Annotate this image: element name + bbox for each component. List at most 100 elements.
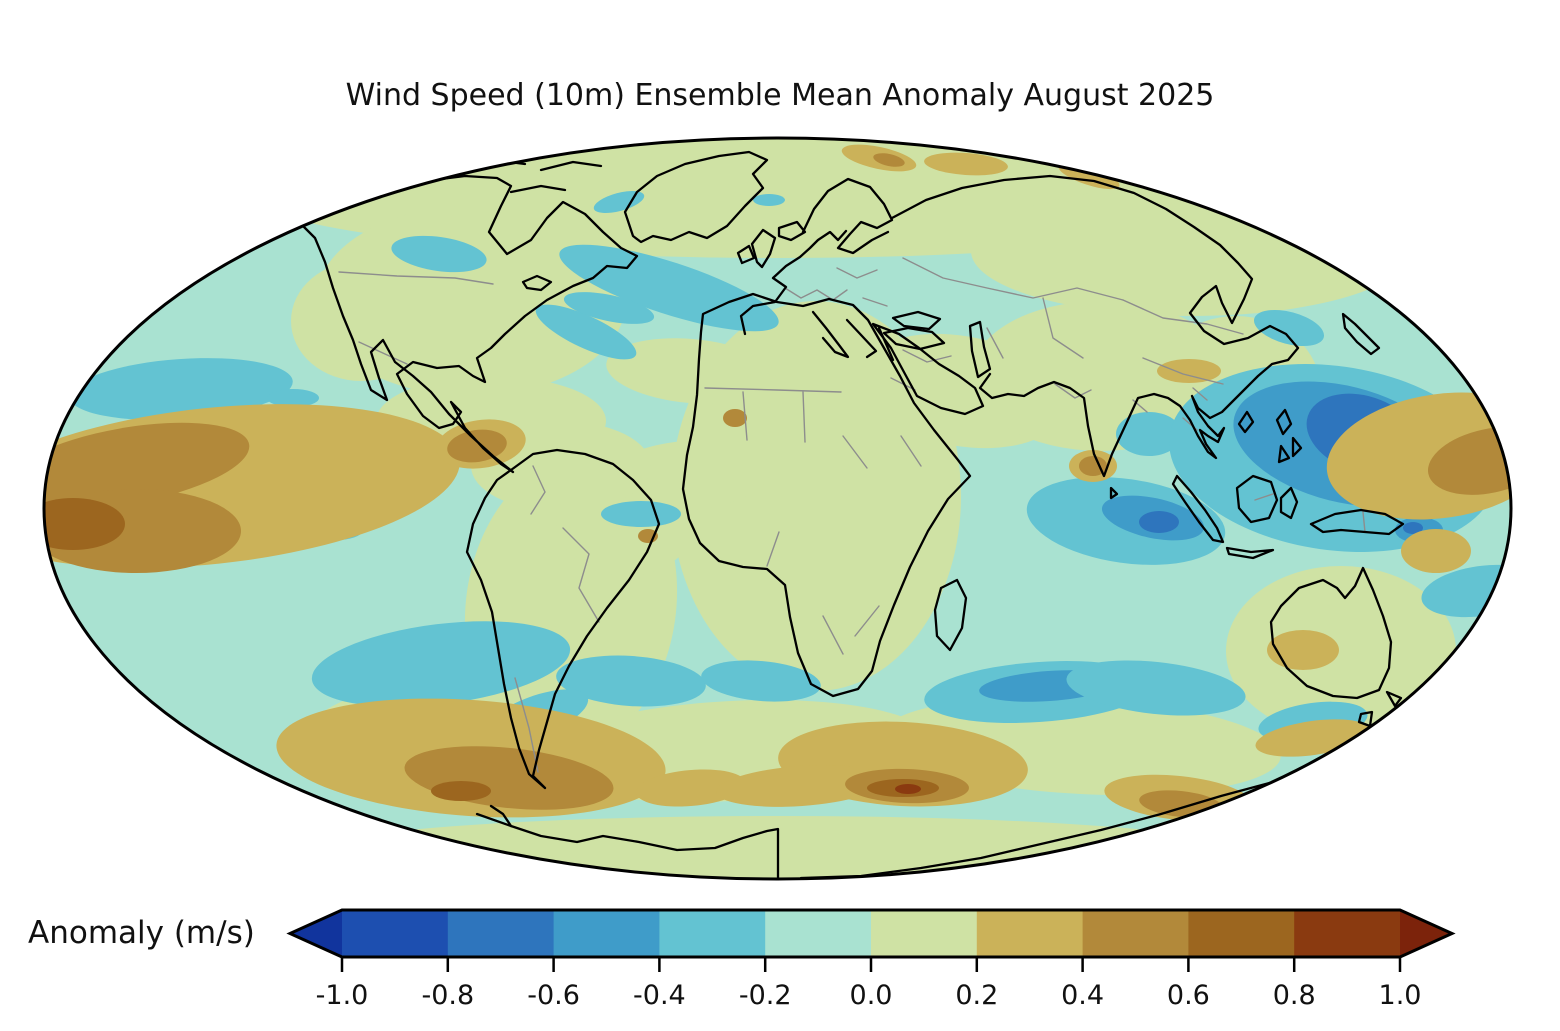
coastline-greenland	[623, 150, 769, 244]
colorbar-segment--0.2-to-0	[765, 910, 872, 957]
coastline-iceland	[777, 220, 807, 242]
anomaly-region-ne-pacific-blue	[69, 358, 293, 420]
anomaly-region-arctic-tan-2	[924, 152, 1008, 176]
colorbar-tick-label--0.8: -0.8	[421, 980, 474, 1011]
anomaly-region-svalbard-spot	[753, 194, 785, 206]
coastline-black-sea	[891, 310, 942, 331]
anomaly-region-s-atlantic-tan-w	[636, 769, 746, 807]
colorbar-tick-label-0.8: 0.8	[1273, 980, 1316, 1011]
colorbar-tick-label--0.2: -0.2	[739, 980, 792, 1011]
colorbar-segment-0.6-to-0.8	[1188, 910, 1295, 957]
coastline-antarctic-peninsula	[489, 804, 513, 828]
anomaly-region-png-east-dark	[1403, 522, 1423, 534]
coastline-balkans	[845, 318, 878, 359]
coastline-antarctica-west	[475, 812, 780, 879]
anomaly-region-australia-region	[1226, 566, 1456, 736]
coastline-levant	[877, 326, 895, 362]
colorbar-over-arrow	[1400, 910, 1452, 957]
coastline-taiwan	[1237, 410, 1255, 434]
colorbar-tick-label--0.6: -0.6	[527, 980, 580, 1011]
anomaly-region-trop-atlantic-spot	[601, 501, 681, 527]
coastline-caspian-sea	[968, 320, 992, 379]
colorbar-segment--0.4-to--0.2	[659, 910, 766, 957]
colorbar-segment--0.8-to--0.6	[447, 910, 555, 957]
coastline-australia	[1269, 566, 1393, 700]
colorbar-tick-label--0.4: -0.4	[633, 980, 686, 1011]
colorbar-tick-label-1.0: 1.0	[1379, 980, 1422, 1011]
map-outline	[42, 136, 1513, 881]
colorbar-segment--1-to--0.8	[342, 910, 449, 957]
anomaly-region-greenland-sea	[593, 191, 645, 213]
anomaly-region-nw-pacific-gold	[1427, 427, 1511, 495]
coastline-ireland	[736, 244, 756, 265]
coastline-asia	[890, 174, 1300, 478]
colorbar-segments	[290, 910, 1452, 957]
anomaly-region-s-atlantic-dark-brown	[895, 784, 921, 794]
coastline-scandinavia	[801, 177, 894, 255]
anomaly-region-s-atl-subtrop-tan	[716, 765, 886, 807]
colorbar-tick-labels: -1.0 -0.8 -0.6 -0.4 -0.2 0.0 0.2 0.4 0.6 0.8 1.0	[316, 980, 1422, 1011]
colorbar-tick-label--1.0: -1.0	[316, 980, 369, 1011]
colorbar-segment-0-to-0.2	[871, 910, 978, 957]
anomaly-region-sumatra-dark-core	[1139, 511, 1179, 533]
coastline-italy	[811, 310, 850, 359]
world-map	[42, 136, 1513, 881]
colorbar-tick-label-0.2: 0.2	[955, 980, 998, 1011]
anomaly-region-coral-sea-tan	[1401, 529, 1471, 573]
anomaly-region-s-pacific-blue	[311, 621, 571, 707]
coastline-europe-west	[739, 229, 848, 336]
anomaly-region-n-atlantic-tail	[535, 304, 637, 360]
colorbar-tick-label-0.6: 0.6	[1167, 980, 1210, 1011]
coastline-sri-lanka	[1109, 486, 1119, 500]
coastline-britain	[750, 228, 777, 269]
anomaly-region-greenland-patch	[626, 154, 776, 234]
coastline-java	[1225, 546, 1275, 560]
colorbar-outline	[286, 908, 1456, 959]
coastline-madagascar	[933, 578, 968, 652]
colorbar-tick-label-0.4: 0.4	[1061, 980, 1104, 1011]
anomaly-region-s-pacific-blue-e	[556, 655, 706, 707]
coastline-antarctica-east	[799, 780, 1275, 879]
coastline-great-lakes	[521, 274, 553, 292]
coastline-japan	[1341, 312, 1381, 356]
coastline-arabia	[871, 322, 985, 416]
coastline-philippines	[1275, 408, 1303, 464]
coastline-sumatra	[1171, 474, 1225, 544]
colorbar-segment-0.8-to-1	[1294, 910, 1401, 957]
anomaly-region-tibet-tan	[1157, 359, 1221, 383]
colorbar-under-arrow	[290, 910, 342, 957]
anomaly-region-s-atlantic-mid	[701, 660, 821, 702]
anomaly-region-arctic-gold-1	[873, 153, 905, 167]
colorbar-segment-0.4-to-0.6	[1082, 910, 1189, 957]
coastline-south-america	[465, 448, 661, 790]
anomaly-region-sahel-gold	[723, 409, 747, 427]
colorbar-segment-0.2-to-0.4	[976, 910, 1084, 957]
colorbar-segment--0.6-to--0.4	[553, 910, 660, 957]
colorbar-label: Anomaly (m/s)	[28, 915, 255, 951]
anomaly-region-pacific-spot-1	[267, 389, 319, 407]
coastline-anatolia	[882, 326, 946, 351]
colorbar: -1.0 -0.8 -0.6 -0.4 -0.2 0.0 0.2 0.4 0.6 0.8 1.0	[286, 908, 1456, 1011]
anomaly-region-bay-of-bengal	[1116, 412, 1182, 456]
chart-title: Wind Speed (10m) Ensemble Mean Anomaly A…	[345, 78, 1215, 113]
colorbar-tick-label-0.0: 0.0	[850, 980, 893, 1011]
anomaly-region-us-west-coast	[291, 261, 431, 381]
colorbar-ticks	[340, 958, 1402, 972]
coastline-africa	[681, 292, 972, 698]
coastline-borneo	[1235, 474, 1279, 524]
anomaly-region-us-east-offshore	[563, 292, 655, 324]
country-borders	[338, 257, 1366, 773]
anomaly-region-india-east-gold	[1079, 456, 1107, 476]
anomaly-region-s-pacific-brown	[431, 781, 491, 801]
coastline-new-guinea	[1309, 508, 1405, 536]
anomaly-region-n-atlantic-subtropics	[606, 338, 776, 404]
anomaly-region-sw-indian-blue	[1066, 660, 1246, 716]
coastlines	[294, 150, 1417, 879]
anomaly-region-sea-of-okhotsk	[1253, 309, 1325, 347]
anomaly-region-bering-sea	[391, 235, 487, 273]
coastline-north-america	[294, 172, 639, 474]
anomaly-region-ne-pacific-gold-n	[44, 422, 250, 510]
anomaly-field	[44, 138, 1511, 879]
coastline-sulawesi	[1279, 486, 1299, 520]
